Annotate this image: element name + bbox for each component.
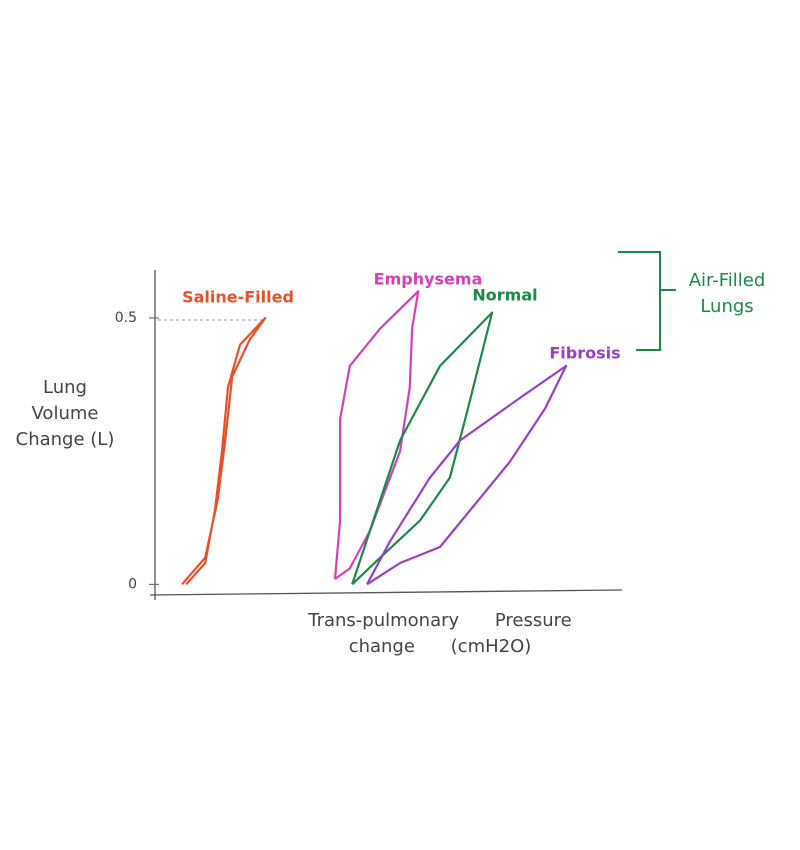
y-tick-label: 0.5	[115, 310, 137, 326]
y-axis-label: Lung Volume Change (L)	[15, 377, 115, 450]
series-label: Normal	[472, 286, 537, 305]
series-label: Fibrosis	[549, 344, 620, 363]
y-tick-label: 0	[128, 576, 137, 592]
series-line	[351, 311, 494, 586]
x-axis	[149, 589, 623, 596]
x-axis-label: Trans-pulmonary Pressure change (cmH2O)	[308, 610, 572, 657]
bracket	[618, 251, 676, 351]
series-label: Emphysema	[374, 270, 483, 289]
series-line	[181, 316, 267, 586]
series-line	[366, 364, 568, 586]
series-label: Saline-Filled	[182, 288, 294, 307]
annotation: Air-Filled Lungs	[688, 270, 766, 317]
series-line	[333, 290, 420, 580]
